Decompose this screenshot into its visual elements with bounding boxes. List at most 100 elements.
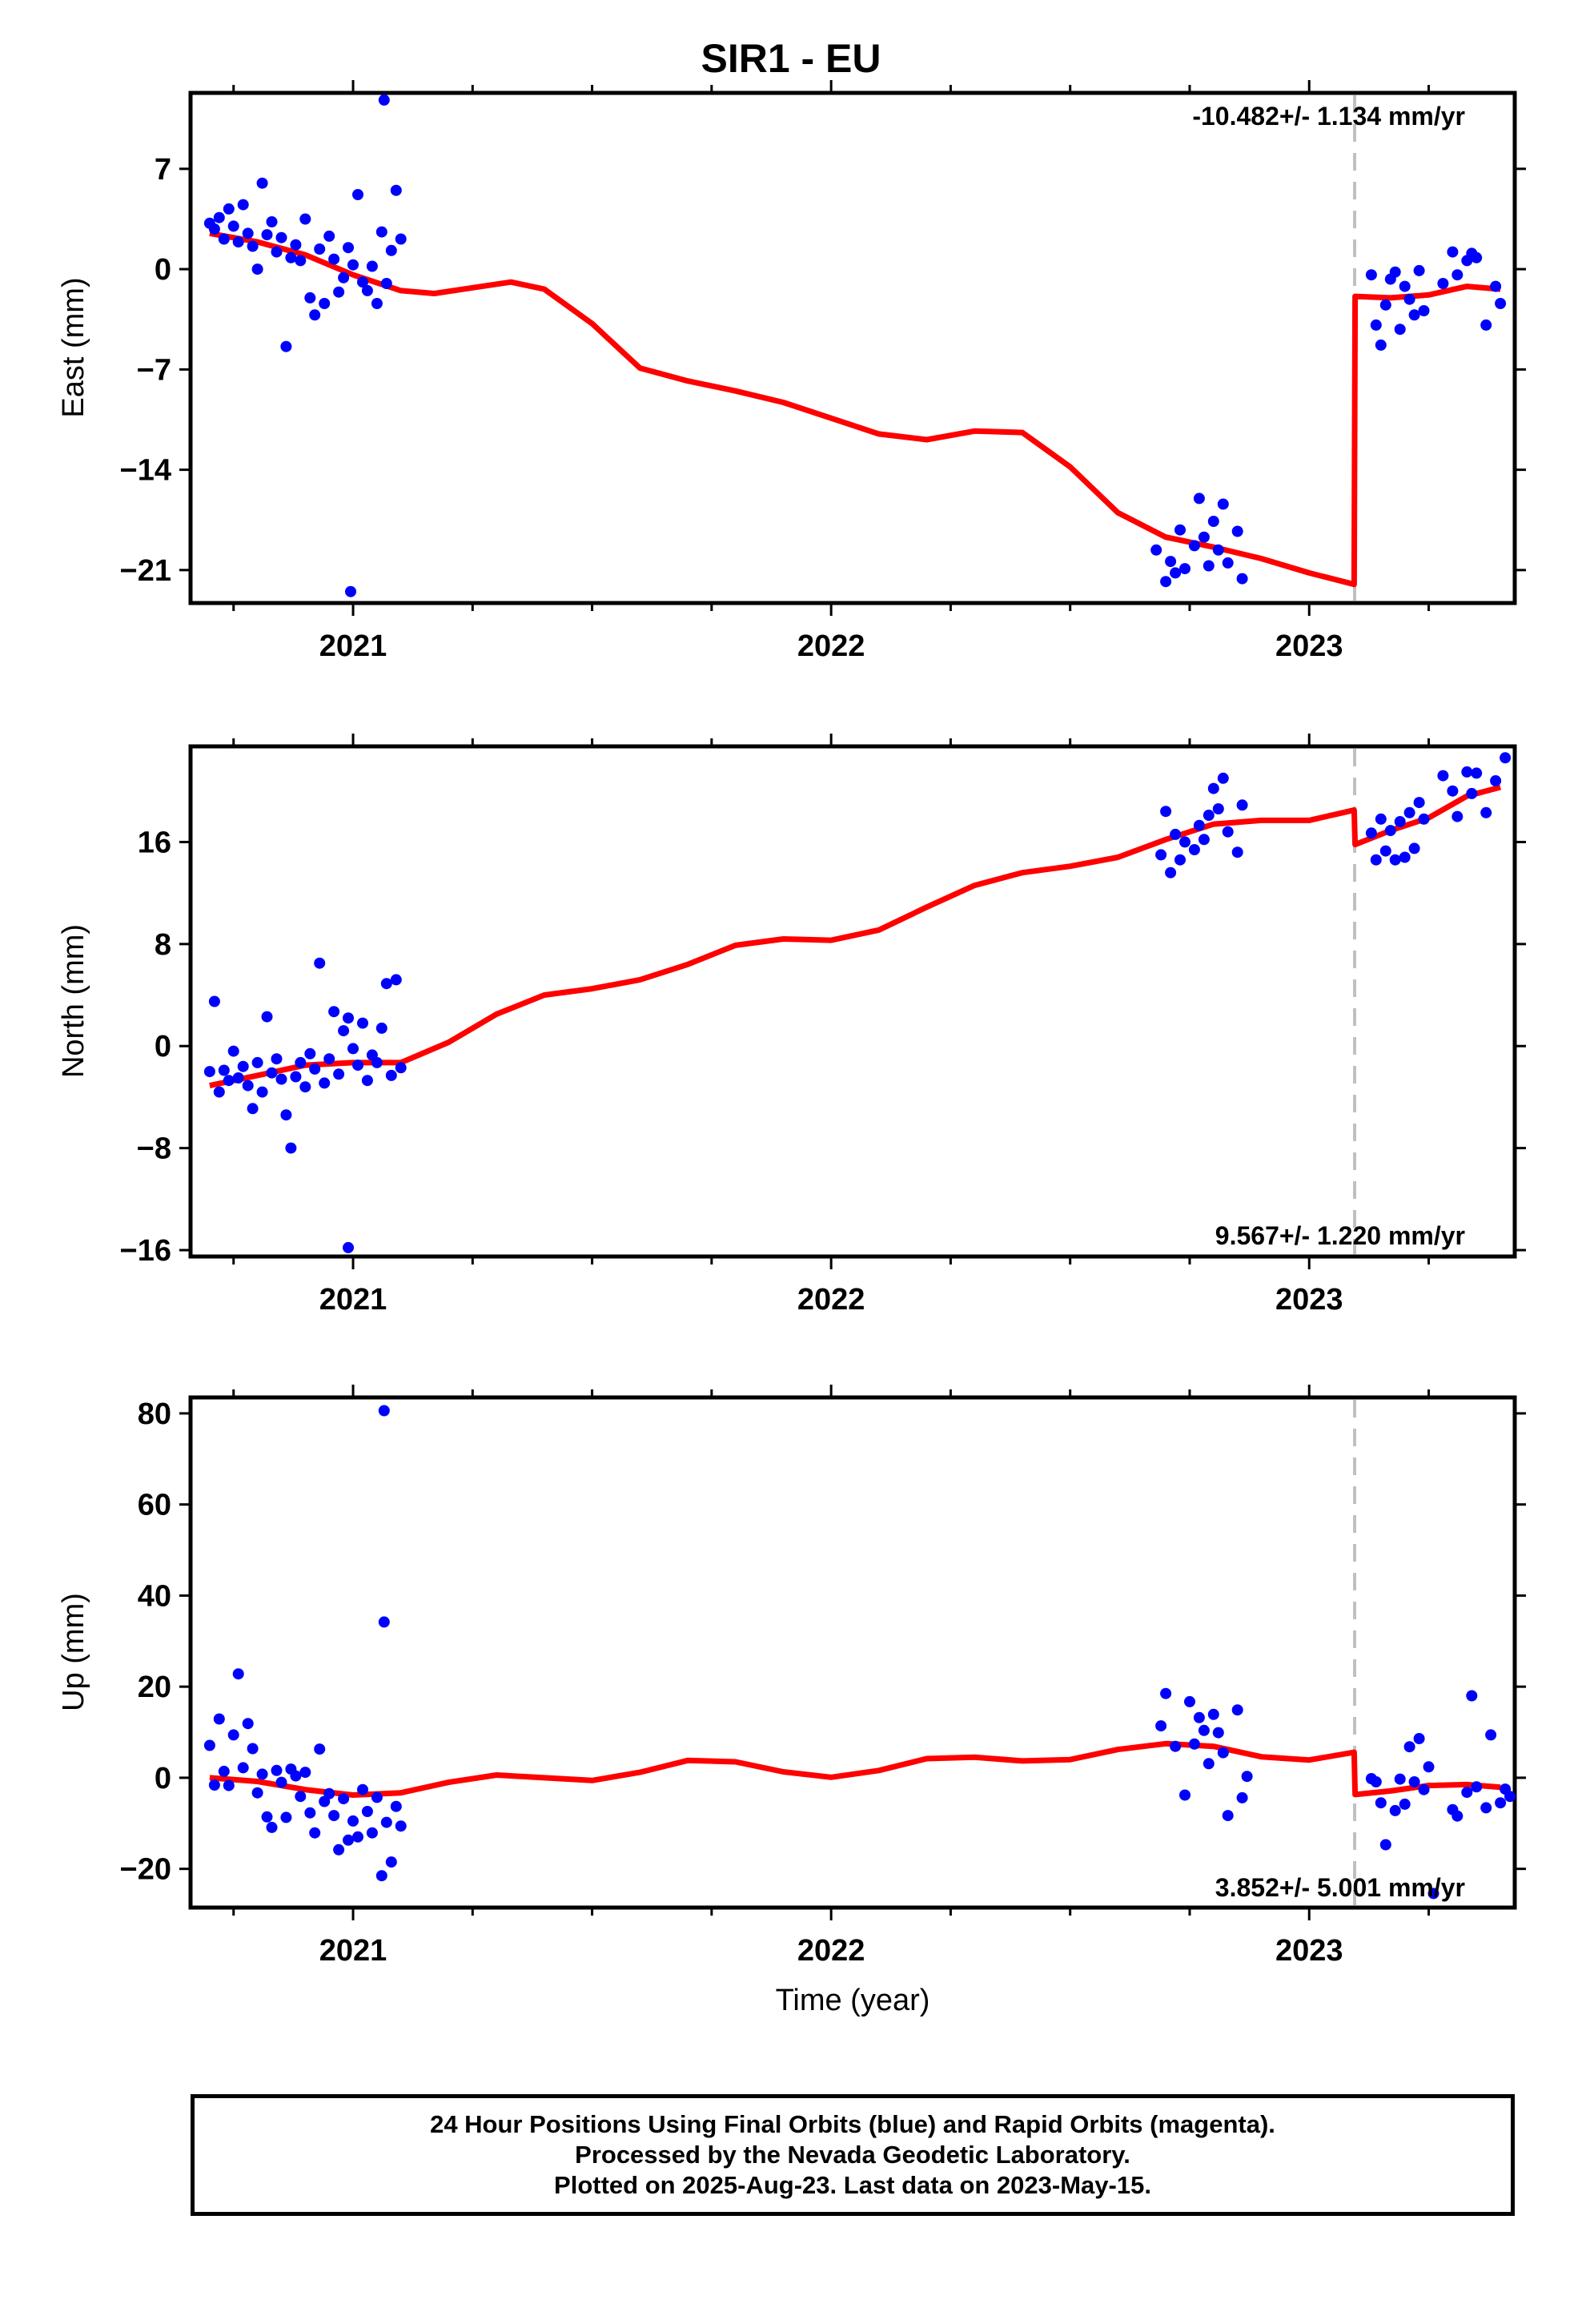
north-point-26 [328, 1006, 340, 1018]
up-point-37 [380, 1816, 392, 1828]
up-point-5 [227, 1729, 239, 1741]
north-point-31 [352, 1059, 363, 1072]
up-point-55 [1222, 1810, 1234, 1822]
north-ytick-label-4: 16 [138, 826, 171, 859]
east-point-53 [1207, 516, 1219, 527]
up-point-63 [1389, 1804, 1401, 1816]
east-point-66 [1399, 280, 1411, 292]
up-point-58 [1241, 1771, 1253, 1783]
east-panel: −21 −14 −7 0 7 2021 2022 2023 East (mm) -10.482… [57, 80, 1526, 663]
up-point-4 [223, 1779, 235, 1791]
up-point-46 [1179, 1789, 1191, 1801]
north-point-15 [275, 1073, 287, 1085]
north-ytick-label-0: −16 [120, 1234, 171, 1268]
east-point-77 [1480, 319, 1492, 331]
up-point-67 [1408, 1776, 1420, 1787]
east-point-54 [1212, 544, 1224, 556]
up-point-29 [343, 1834, 354, 1846]
north-point-27 [333, 1068, 345, 1080]
north-point-77 [1490, 775, 1502, 786]
north-point-0 [203, 1066, 215, 1078]
east-point-15 [275, 231, 287, 243]
east-point-9 [247, 240, 259, 252]
up-ytick-label-1: 0 [155, 1762, 171, 1795]
up-point-54 [1217, 1747, 1229, 1759]
east-point-71 [1437, 278, 1449, 289]
north-plot-frame [188, 744, 1517, 1259]
up-point-30 [347, 1815, 359, 1827]
east-point-65 [1394, 324, 1406, 336]
north-point-10 [251, 1056, 263, 1068]
up-ytick-label-0: −20 [120, 1853, 171, 1887]
north-point-43 [1160, 806, 1172, 818]
north-point-24 [319, 1077, 331, 1089]
up-point-77 [1480, 1802, 1492, 1814]
east-ytick-label-4: 7 [155, 153, 171, 187]
north-point-47 [1179, 836, 1191, 848]
north-point-59 [1370, 854, 1382, 866]
east-point-11 [256, 177, 268, 189]
north-point-22 [309, 1063, 321, 1075]
north-point-76 [1480, 806, 1492, 818]
east-point-72 [1447, 246, 1459, 258]
up-point-20 [299, 1767, 311, 1779]
north-ytick-label-1: −8 [137, 1132, 171, 1166]
north-point-14 [271, 1053, 283, 1065]
east-point-67 [1403, 293, 1415, 305]
north-point-4 [223, 1075, 235, 1087]
east-point-49 [1188, 540, 1200, 552]
north-point-71 [1447, 785, 1459, 797]
east-point-62 [1379, 299, 1391, 311]
east-ticks: −21 −14 −7 0 7 2021 2022 2023 [120, 80, 1526, 663]
up-point-42 [378, 1616, 390, 1628]
north-ylabel: North (mm) [57, 924, 90, 1078]
east-point-28 [338, 271, 350, 283]
east-point-61 [1375, 339, 1387, 351]
north-point-63 [1389, 854, 1401, 866]
up-point-69 [1418, 1783, 1430, 1795]
up-ytick-label-4: 60 [138, 1489, 171, 1522]
east-point-43 [1150, 544, 1162, 556]
north-point-38 [385, 1069, 397, 1081]
north-point-66 [1403, 806, 1415, 818]
up-point-6 [232, 1668, 244, 1680]
up-ytick-label-3: 40 [138, 1579, 171, 1613]
north-model-line [209, 784, 1501, 1089]
up-point-61 [1375, 1797, 1387, 1809]
north-point-17 [285, 1142, 297, 1154]
up-point-9 [247, 1743, 259, 1755]
up-point-0 [203, 1739, 215, 1751]
up-point-25 [323, 1787, 335, 1799]
north-point-65 [1399, 851, 1411, 863]
north-point-36 [375, 1022, 387, 1034]
east-point-79 [1495, 298, 1507, 309]
north-point-18 [290, 1071, 302, 1083]
up-xtick-label-2: 2023 [1275, 1934, 1343, 1968]
north-point-54 [1217, 772, 1229, 784]
east-point-70 [1418, 305, 1430, 316]
east-point-37 [380, 278, 392, 289]
up-point-79 [1495, 1797, 1507, 1809]
up-panel: −20 0 20 40 60 80 2021 2022 2023 Up (mm) 3.852+/… [57, 1385, 1526, 2017]
north-panel: −16 −8 0 8 16 2021 2022 2023 North (mm) 9.567+/… [57, 734, 1526, 1317]
north-point-70 [1437, 770, 1449, 782]
east-point-10 [251, 263, 263, 275]
north-point-51 [1203, 810, 1215, 821]
east-point-27 [333, 286, 345, 298]
time-xlabel: Time (year) [776, 1984, 930, 2017]
north-point-67 [1408, 842, 1420, 854]
up-point-40 [395, 1820, 407, 1832]
east-point-78 [1490, 280, 1502, 292]
north-point-41 [343, 1241, 354, 1253]
up-point-51 [1203, 1758, 1215, 1770]
up-point-32 [357, 1783, 368, 1795]
east-point-23 [314, 243, 326, 255]
up-point-81 [1504, 1791, 1516, 1803]
up-point-36 [375, 1870, 387, 1882]
east-point-33 [361, 284, 373, 296]
up-point-10 [251, 1787, 263, 1799]
east-point-31 [352, 189, 363, 200]
east-plot-frame [188, 90, 1517, 605]
east-point-38 [385, 244, 397, 256]
east-points [203, 94, 1507, 597]
